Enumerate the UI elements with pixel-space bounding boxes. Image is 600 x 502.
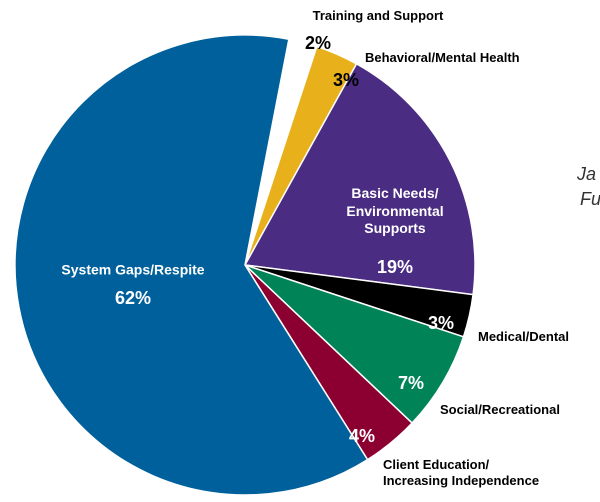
annotation: Fu [580, 189, 600, 209]
pie-slice [14, 34, 369, 496]
slice-label: Medical/Dental [478, 328, 570, 344]
value-label: 7% [397, 372, 425, 393]
value-label: 19% [376, 256, 414, 277]
value-label: 2% [304, 32, 332, 53]
slice-label: Behavioral/Mental Health [365, 49, 520, 65]
value-label: 4% [348, 425, 376, 446]
pie-slice [243, 62, 476, 296]
annotation: Ja [577, 164, 597, 184]
slice-label: Social/Recreational [440, 401, 560, 417]
slice-label: System Gaps/Respite [61, 261, 205, 278]
slice-label: Client Education/ Increasing Independenc… [383, 456, 540, 488]
value-label: 3% [427, 312, 455, 333]
slice-label: Training and Support [312, 7, 444, 23]
value-label: 62% [114, 287, 152, 308]
value-label: 3% [332, 69, 360, 90]
slice-label: Basic Needs/ Environmental Supports [346, 184, 444, 236]
pie-slice [244, 264, 465, 425]
